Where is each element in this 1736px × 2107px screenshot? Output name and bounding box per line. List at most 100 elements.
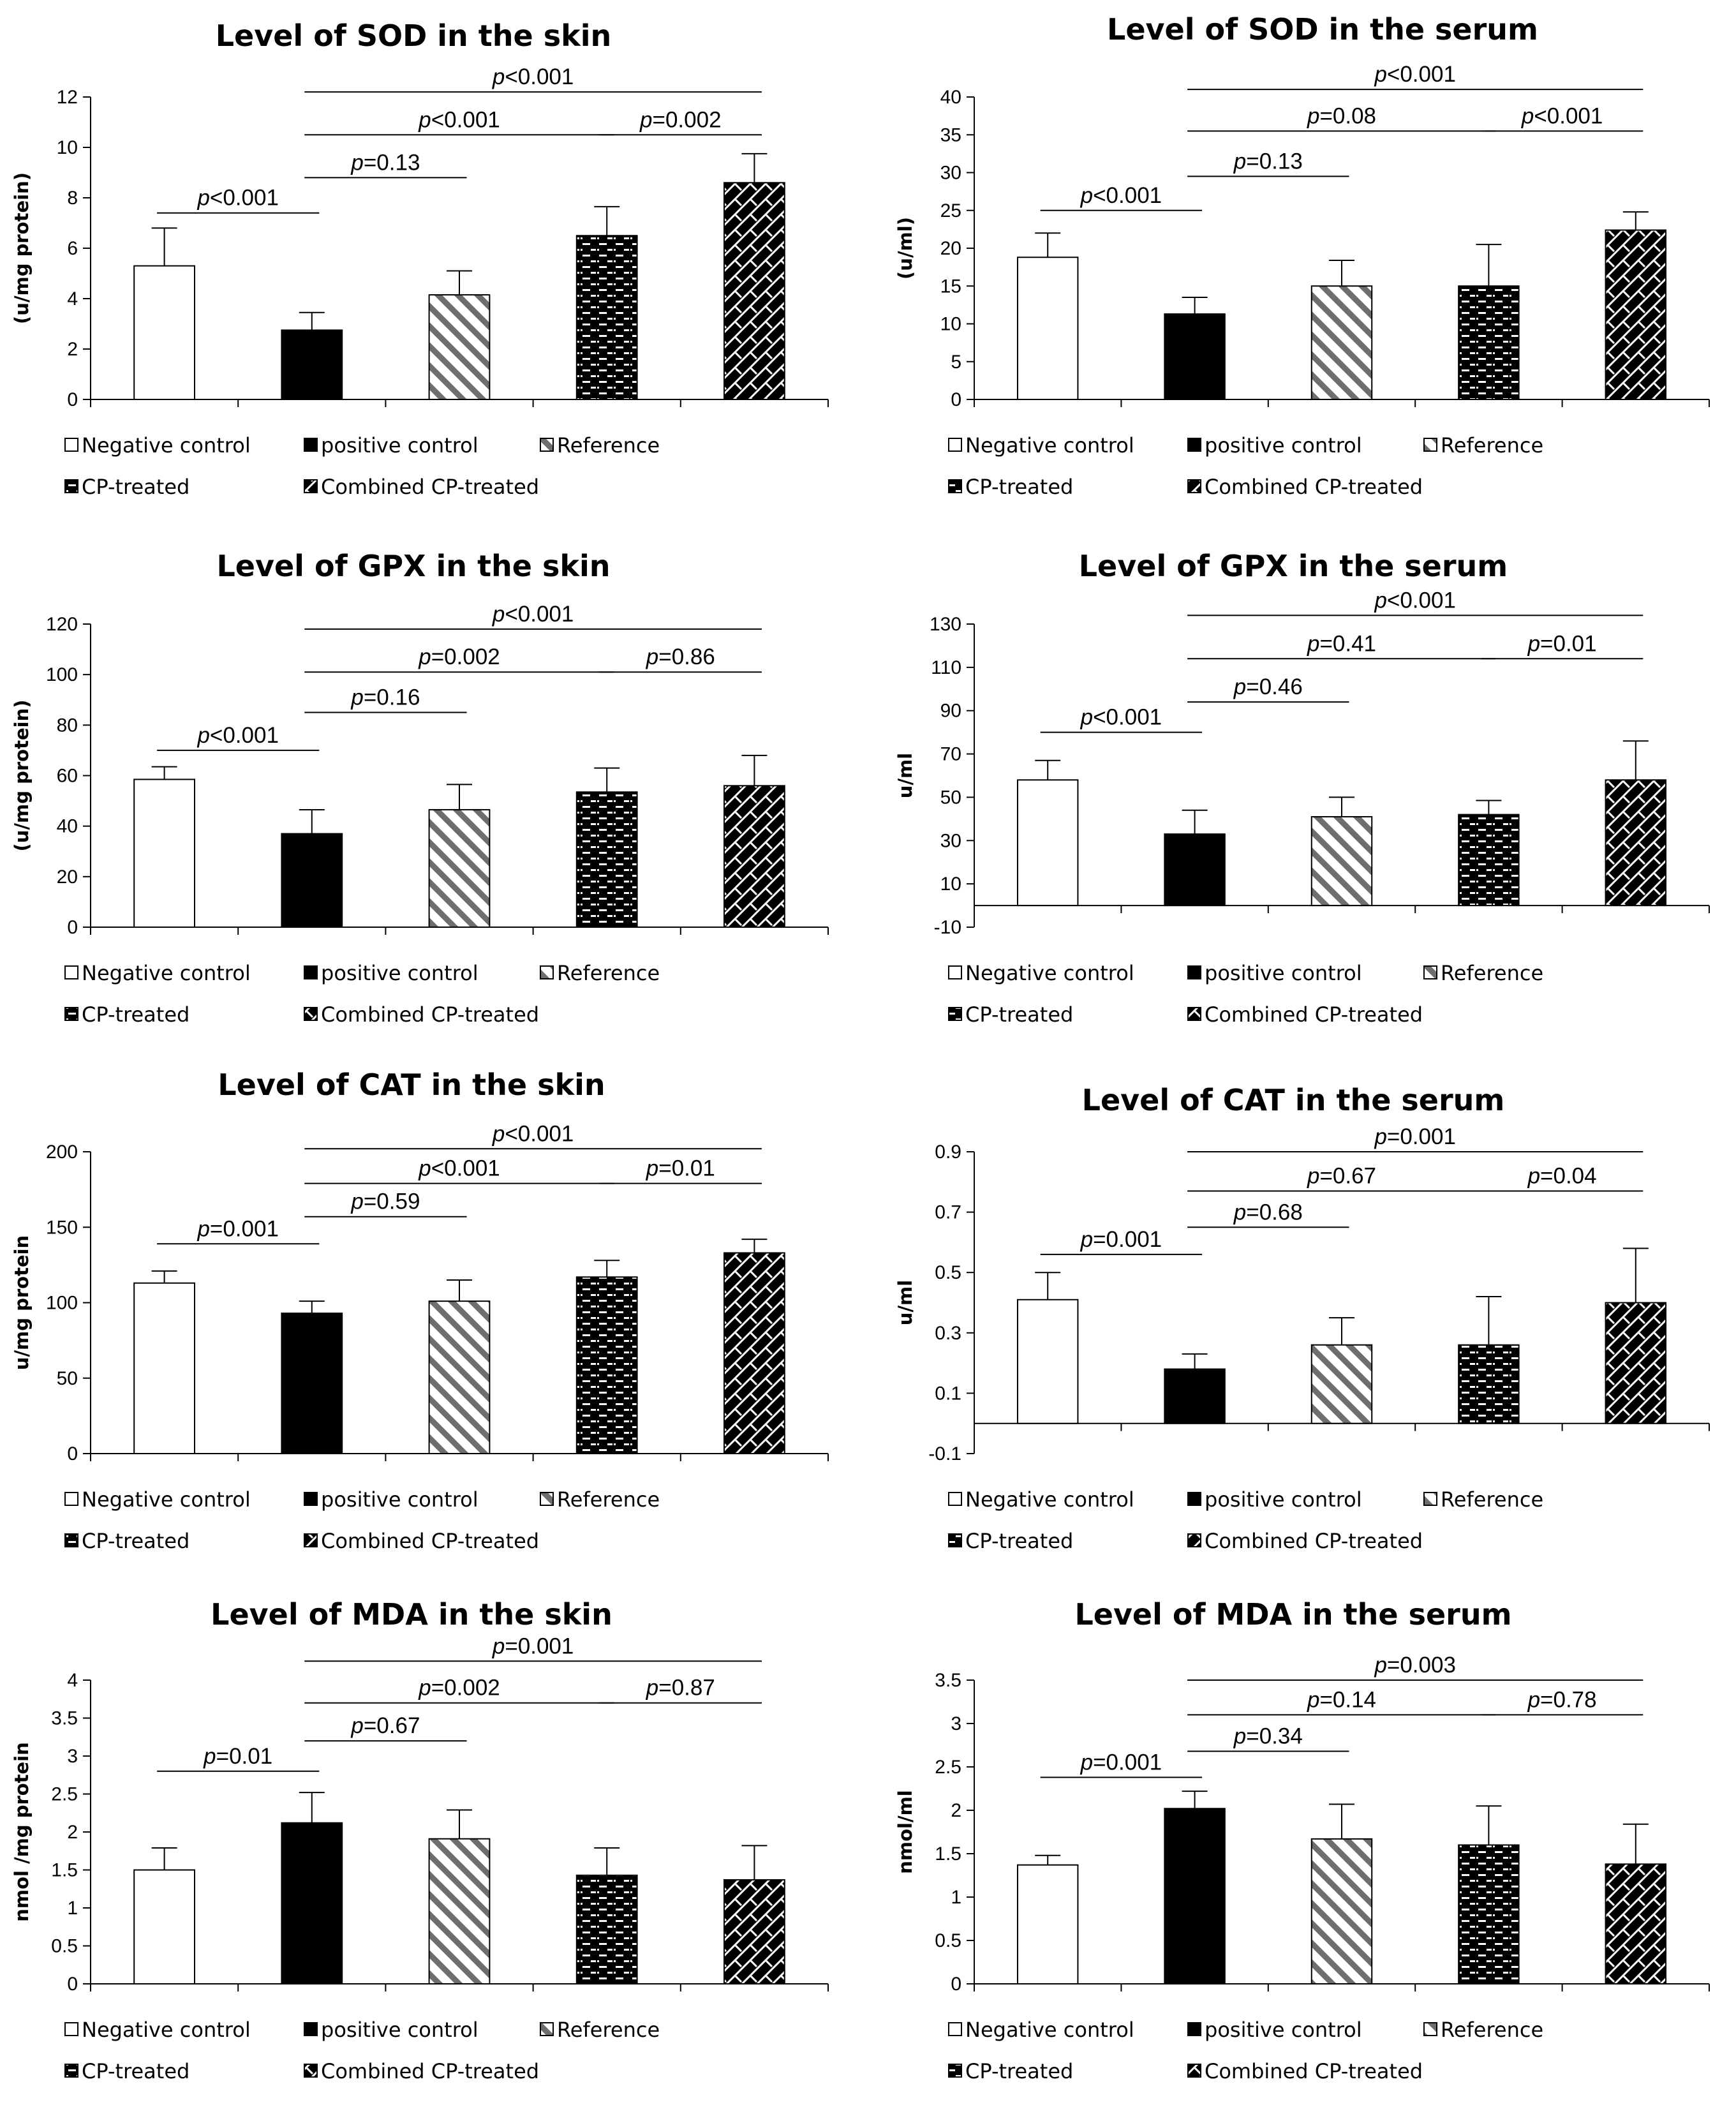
y-tick-label: 0 [951, 1974, 961, 1995]
y-tick-label: 110 [931, 657, 961, 678]
legend-swatch-cp-treated [948, 2064, 962, 2078]
legend-swatch-negative-control [64, 965, 78, 979]
legend-swatch-combined-cp-treated [304, 1007, 318, 1021]
legend-label-reference: Reference [1441, 961, 1543, 985]
legend-label-combined-cp-treated: Combined CP-treated [321, 1529, 539, 1553]
legend-label-negative-control: Negative control [82, 2018, 251, 2042]
legend-swatch-positive-control [1187, 965, 1201, 979]
legend-swatch-reference [1423, 965, 1437, 979]
legend-label-cp-treated: CP-treated [82, 475, 189, 499]
chart-title: Level of SOD in the skin [216, 19, 612, 53]
bar-positive-control [281, 833, 343, 928]
legend-swatch-combined-cp-treated [1187, 479, 1201, 493]
y-tick-label: 3 [67, 1746, 78, 1767]
y-axis-label: u/ml [894, 753, 916, 798]
y-tick-label: 2 [951, 1800, 961, 1821]
y-tick-label: 90 [940, 701, 961, 722]
y-tick-label: 1.5 [51, 1860, 78, 1881]
y-tick-label: 0.3 [935, 1323, 961, 1344]
p-value-label: p=0.002 [639, 107, 722, 132]
bar-combined-cp-treated [723, 1879, 785, 1984]
chart-title: Level of MDA in the skin [211, 1597, 612, 1632]
legend-label-combined-cp-treated: Combined CP-treated [1205, 1529, 1423, 1553]
legend-label-positive-control: positive control [321, 1487, 479, 1512]
y-tick-label: 100 [46, 1293, 78, 1314]
p-value-label: p=0.14 [1307, 1687, 1376, 1712]
legend-label-cp-treated: CP-treated [82, 2059, 189, 2083]
bar-cp-treated [1458, 285, 1520, 400]
y-tick-label: 10 [57, 137, 78, 158]
bar-negative-control [1016, 1299, 1079, 1424]
y-axis-label: (u/mg protein) [11, 700, 33, 852]
legend-swatch-cp-treated [948, 479, 962, 493]
p-value-label: p=0.08 [1307, 103, 1376, 128]
legend-swatch-positive-control [304, 965, 318, 979]
y-tick-label: 35 [940, 124, 961, 145]
bar-combined-cp-treated [723, 785, 785, 928]
y-tick-label: 0 [67, 1974, 78, 1995]
p-value-label: p=0.78 [1527, 1687, 1597, 1712]
p-value-label: p=0.01 [1527, 631, 1597, 656]
legend-label-positive-control: positive control [321, 961, 479, 985]
y-axis-label: (u/mg protein) [11, 172, 33, 324]
y-tick-label: 50 [57, 1368, 78, 1389]
legend-label-combined-cp-treated: Combined CP-treated [1205, 1002, 1423, 1027]
y-tick-label: 150 [46, 1217, 78, 1238]
p-value-label: p<0.001 [1374, 62, 1456, 87]
p-value-label: p=0.13 [350, 150, 420, 175]
bar-combined-cp-treated [1605, 779, 1667, 907]
legend-label-positive-control: positive control [321, 433, 479, 458]
y-tick-label: 3.5 [935, 1670, 961, 1691]
bar-reference [428, 294, 491, 401]
y-tick-label: 0 [951, 389, 961, 410]
y-tick-label: 15 [940, 276, 961, 297]
p-value-label: p<0.001 [197, 723, 279, 748]
p-value-label: p=0.34 [1233, 1724, 1303, 1749]
bar-negative-control [1016, 257, 1079, 400]
bar-cp-treated [1458, 814, 1520, 907]
bar-combined-cp-treated [723, 182, 785, 400]
bar-combined-cp-treated [1605, 229, 1667, 400]
p-value-label: p=0.41 [1307, 631, 1376, 656]
p-value-label: p<0.001 [492, 1121, 574, 1146]
legend-label-reference: Reference [557, 1487, 660, 1512]
p-value-label: p=0.68 [1233, 1200, 1303, 1225]
legend-swatch-negative-control [948, 438, 962, 452]
legend-label-cp-treated: CP-treated [965, 1002, 1073, 1027]
bar-reference [1310, 285, 1373, 400]
legend-swatch-cp-treated [64, 2064, 78, 2078]
y-tick-label: 0.5 [51, 1936, 78, 1957]
bar-negative-control [1016, 1864, 1079, 1984]
legend-label-combined-cp-treated: Combined CP-treated [321, 475, 539, 499]
legend-swatch-positive-control [1187, 1492, 1201, 1506]
legend-swatch-cp-treated [948, 1533, 962, 1547]
p-value-label: p=0.46 [1233, 674, 1303, 699]
p-value-label: p<0.001 [418, 107, 500, 132]
legend-label-positive-control: positive control [1205, 961, 1362, 985]
y-tick-label: 0.9 [935, 1142, 961, 1163]
y-tick-label: 50 [940, 787, 961, 808]
y-tick-label: 200 [46, 1142, 78, 1163]
p-value-label: p<0.001 [492, 602, 574, 627]
legend-label-reference: Reference [1441, 433, 1543, 458]
chart-title: Level of GPX in the skin [216, 549, 610, 583]
chart-panel-8: Level of MDA in the serum 0 0.5 1 1.5 2 2.5 3 3.… [894, 1597, 1710, 2083]
y-tick-label: 100 [46, 664, 78, 685]
p-value-label: p=0.001 [1080, 1750, 1162, 1775]
legend-label-combined-cp-treated: Combined CP-treated [321, 1002, 539, 1027]
y-tick-label: 1 [67, 1898, 78, 1919]
legend-swatch-cp-treated [64, 1533, 78, 1547]
y-tick-label: 0 [67, 389, 78, 410]
p-value-label: p<0.001 [418, 1156, 500, 1181]
chart-title: Level of MDA in the serum [1074, 1597, 1511, 1632]
bar-positive-control [281, 1313, 343, 1454]
legend-label-positive-control: positive control [1205, 2018, 1362, 2042]
y-tick-label: 1 [951, 1887, 961, 1908]
p-value-label: p=0.002 [418, 644, 500, 669]
y-tick-label: 1.5 [935, 1843, 961, 1865]
y-tick-label: 0.1 [935, 1383, 961, 1404]
y-tick-label: 4 [67, 288, 78, 309]
p-value-label: p=0.001 [1374, 1124, 1456, 1149]
legend-label-reference: Reference [557, 433, 660, 458]
